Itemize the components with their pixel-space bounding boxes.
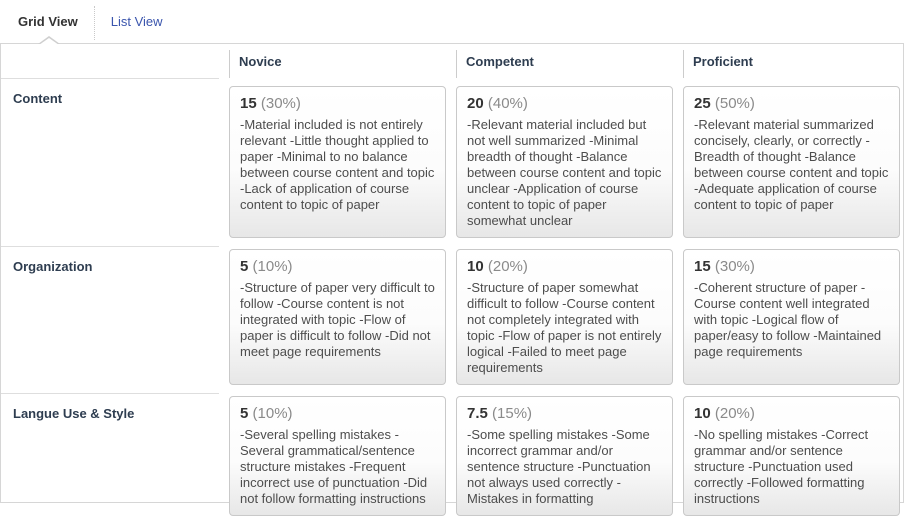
points-value: 25 bbox=[694, 95, 711, 112]
tab-grid-view[interactable]: Grid View bbox=[18, 14, 78, 29]
row-label: Organization bbox=[1, 246, 219, 393]
cell-description: -Material included is not entirely relev… bbox=[240, 117, 435, 212]
points-value: 20 bbox=[467, 95, 484, 112]
cell-description: -No spelling mistakes -Correct grammar a… bbox=[694, 427, 869, 506]
points-value: 15 bbox=[694, 258, 711, 275]
row-label: Langue Use & Style bbox=[1, 393, 219, 524]
view-tab-bar: Grid View List View bbox=[0, 0, 904, 43]
points-value: 10 bbox=[694, 405, 711, 422]
points-percent: (15%) bbox=[492, 405, 533, 422]
row-label: Content bbox=[1, 78, 219, 246]
points-value: 5 bbox=[240, 258, 249, 275]
points-line: 10 (20%) bbox=[694, 405, 889, 422]
tab-list-view[interactable]: List View bbox=[110, 14, 163, 29]
cell-description: -Several spelling mistakes -Several gram… bbox=[240, 427, 428, 506]
points-line: 25 (50%) bbox=[694, 95, 889, 112]
points-line: 15 (30%) bbox=[240, 95, 435, 112]
rubric-cell: 20 (40%) -Relevant material included but… bbox=[456, 78, 673, 246]
rubric-row-language-use-style: Langue Use & Style 5 (10%) -Several spel… bbox=[1, 393, 903, 524]
rubric-card[interactable]: 15 (30%) -Material included is not entir… bbox=[229, 86, 446, 238]
cell-description: -Relevant material included but not well… bbox=[467, 117, 662, 228]
cell-description: -Some spelling mistakes -Some incorrect … bbox=[467, 427, 651, 506]
points-value: 5 bbox=[240, 405, 249, 422]
rubric-card[interactable]: 5 (10%) -Structure of paper very difficu… bbox=[229, 249, 446, 385]
cell-description: -Coherent structure of paper -Course con… bbox=[694, 280, 882, 359]
points-percent: (20%) bbox=[714, 405, 755, 422]
cell-description: -Structure of paper somewhat difficult t… bbox=[467, 280, 662, 375]
rubric-cell: 10 (20%) -No spelling mistakes -Correct … bbox=[683, 393, 900, 524]
corner-cell bbox=[1, 44, 219, 78]
points-line: 7.5 (15%) bbox=[467, 405, 662, 422]
rubric-card[interactable]: 7.5 (15%) -Some spelling mistakes -Some … bbox=[456, 396, 673, 516]
rubric-grid-panel: Novice Competent Proficient Content 15 (… bbox=[0, 36, 904, 516]
points-percent: (30%) bbox=[260, 95, 301, 112]
rubric-card[interactable]: 25 (50%) -Relevant material summarized c… bbox=[683, 86, 900, 238]
rubric-cell: 10 (20%) -Structure of paper somewhat di… bbox=[456, 246, 673, 393]
rubric-row-content: Content 15 (30%) -Material included is n… bbox=[1, 78, 903, 246]
rubric-card[interactable]: 10 (20%) -Structure of paper somewhat di… bbox=[456, 249, 673, 385]
rubric-card[interactable]: 20 (40%) -Relevant material included but… bbox=[456, 86, 673, 238]
column-header-novice: Novice bbox=[229, 50, 446, 78]
rubric-card[interactable]: 15 (30%) -Coherent structure of paper -C… bbox=[683, 249, 900, 385]
points-line: 20 (40%) bbox=[467, 95, 662, 112]
tab-divider bbox=[93, 6, 95, 40]
rubric-cell: 7.5 (15%) -Some spelling mistakes -Some … bbox=[456, 393, 673, 524]
points-value: 7.5 bbox=[467, 405, 488, 422]
rubric-header-row: Novice Competent Proficient bbox=[1, 44, 903, 78]
column-header-competent: Competent bbox=[456, 50, 673, 78]
points-percent: (50%) bbox=[714, 95, 755, 112]
cell-description: -Relevant material summarized concisely,… bbox=[694, 117, 889, 212]
points-percent: (10%) bbox=[252, 405, 293, 422]
points-percent: (30%) bbox=[714, 258, 755, 275]
column-header-proficient: Proficient bbox=[683, 50, 900, 78]
points-line: 5 (10%) bbox=[240, 405, 435, 422]
rubric-cell: 15 (30%) -Coherent structure of paper -C… bbox=[683, 246, 900, 393]
rubric-cell: 5 (10%) -Several spelling mistakes -Seve… bbox=[229, 393, 446, 524]
points-value: 15 bbox=[240, 95, 257, 112]
points-percent: (10%) bbox=[252, 258, 293, 275]
rubric-cell: 25 (50%) -Relevant material summarized c… bbox=[683, 78, 900, 246]
active-tab-notch bbox=[38, 36, 60, 45]
points-line: 10 (20%) bbox=[467, 258, 662, 275]
points-value: 10 bbox=[467, 258, 484, 275]
points-line: 5 (10%) bbox=[240, 258, 435, 275]
rubric-cell: 5 (10%) -Structure of paper very difficu… bbox=[229, 246, 446, 393]
points-percent: (40%) bbox=[487, 95, 528, 112]
points-percent: (20%) bbox=[487, 258, 528, 275]
points-line: 15 (30%) bbox=[694, 258, 889, 275]
cell-description: -Structure of paper very difficult to fo… bbox=[240, 280, 435, 359]
rubric-card[interactable]: 5 (10%) -Several spelling mistakes -Seve… bbox=[229, 396, 446, 516]
rubric-cell: 15 (30%) -Material included is not entir… bbox=[229, 78, 446, 246]
rubric-card[interactable]: 10 (20%) -No spelling mistakes -Correct … bbox=[683, 396, 900, 516]
rubric-row-organization: Organization 5 (10%) -Structure of paper… bbox=[1, 246, 903, 393]
